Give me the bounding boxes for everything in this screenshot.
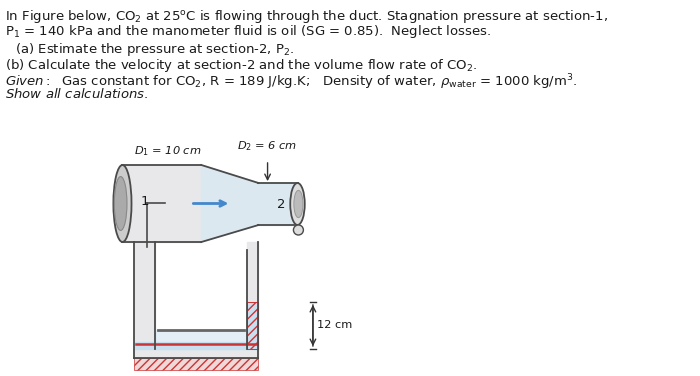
Text: In Figure below, CO$_2$ at 25$^{\rm o}$C is flowing through the duct. Stagnation: In Figure below, CO$_2$ at 25$^{\rm o}$C…	[6, 8, 608, 25]
Polygon shape	[134, 349, 258, 358]
Text: $D_1$ = 10 cm: $D_1$ = 10 cm	[134, 144, 202, 158]
Ellipse shape	[113, 165, 132, 242]
Polygon shape	[246, 242, 258, 358]
Text: $\it{Show\ all\ calculations.}$: $\it{Show\ all\ calculations.}$	[6, 88, 149, 102]
Text: $D_2$ = 6 cm: $D_2$ = 6 cm	[237, 139, 298, 153]
Polygon shape	[155, 330, 246, 349]
Text: (a) Estimate the pressure at section-2, P$_2$.: (a) Estimate the pressure at section-2, …	[15, 41, 294, 58]
Ellipse shape	[290, 183, 304, 225]
Bar	[246, 302, 258, 349]
Polygon shape	[134, 242, 155, 358]
Text: 12 cm: 12 cm	[318, 320, 353, 331]
Text: 2: 2	[277, 197, 286, 211]
Text: (b) Calculate the velocity at section-2 and the volume flow rate of CO$_2$.: (b) Calculate the velocity at section-2 …	[6, 56, 478, 73]
Polygon shape	[258, 183, 298, 225]
Ellipse shape	[293, 225, 303, 235]
Polygon shape	[134, 342, 258, 349]
Polygon shape	[122, 165, 202, 242]
Bar	[134, 358, 258, 370]
Ellipse shape	[294, 190, 303, 218]
Ellipse shape	[114, 177, 127, 230]
Polygon shape	[202, 165, 258, 242]
Text: $\it{Given:}$  Gas constant for CO$_2$, R = 189 J/kg.K;   Density of water, $\rh: $\it{Given:}$ Gas constant for CO$_2$, R…	[6, 72, 578, 92]
Polygon shape	[246, 302, 258, 349]
Text: P$_1$ = 140 kPa and the manometer fluid is oil (SG = 0.85).  Neglect losses.: P$_1$ = 140 kPa and the manometer fluid …	[6, 23, 491, 41]
Text: 1: 1	[141, 195, 149, 208]
